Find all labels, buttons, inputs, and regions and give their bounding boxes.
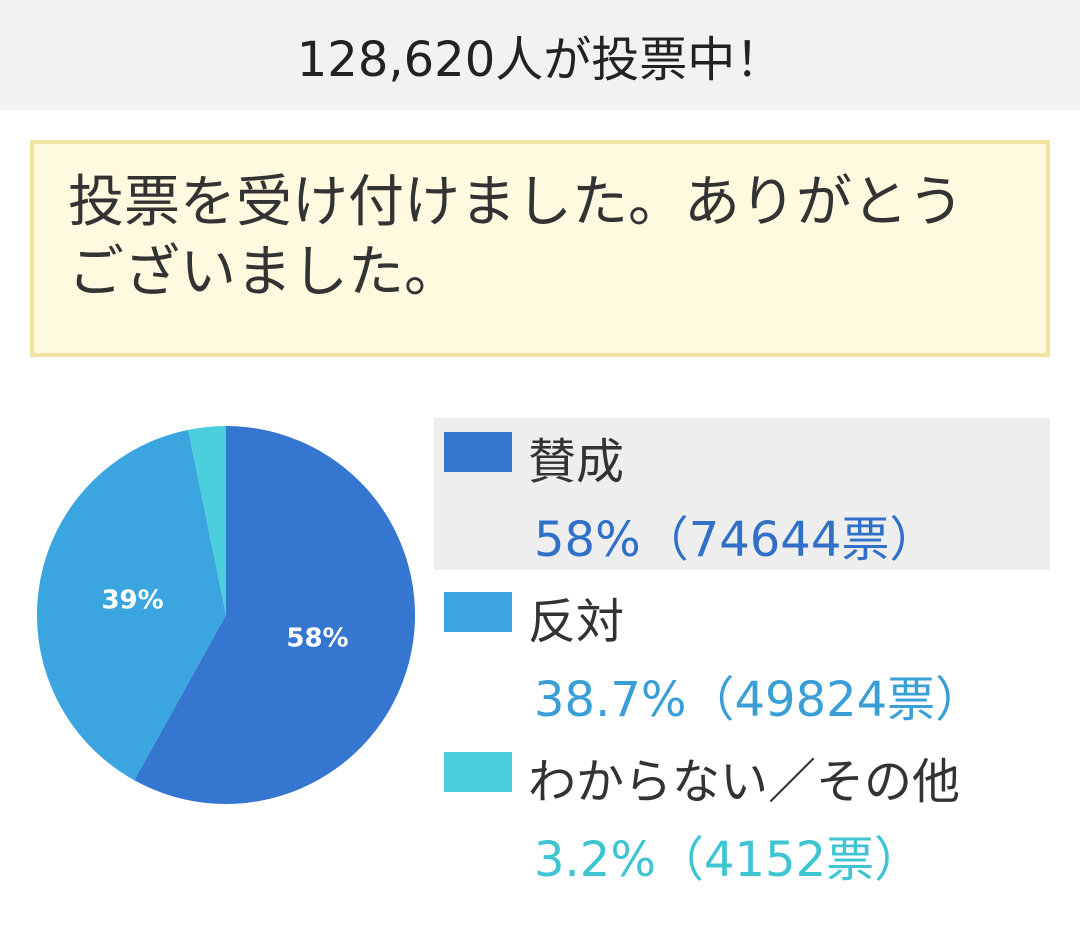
legend-label: 反対 <box>528 594 625 650</box>
legend-swatch <box>444 752 512 792</box>
thank-you-text: 投票を受け付けました。ありがとうございました。 <box>68 170 964 305</box>
legend-value: 38.7%（49824票） <box>534 672 984 728</box>
chart-legend: 賛成 58%（74644票） 反対 38.7%（49824票） わからない／その… <box>434 418 1050 888</box>
legend-value: 3.2%（4152票） <box>534 832 923 888</box>
thank-you-notice: 投票を受け付けました。ありがとうございました。 <box>30 140 1050 357</box>
pie-slice-label-0: 58% <box>286 624 348 654</box>
legend-swatch <box>444 592 512 632</box>
pie-slice-0 <box>134 426 415 804</box>
legend-label: わからない／その他 <box>528 754 961 810</box>
legend-value: 58%（74644票） <box>534 512 938 568</box>
vote-count-text: 128,620人が投票中！ <box>296 32 784 88</box>
pie-slice-2 <box>188 426 226 615</box>
legend-swatch <box>444 432 512 472</box>
legend-item-agree: 賛成 58%（74644票） <box>434 418 1050 570</box>
legend-item-other: わからない／その他 3.2%（4152票） <box>434 738 1050 888</box>
legend-item-disagree: 反対 38.7%（49824票） <box>434 578 1050 730</box>
vote-pie-chart: 58% 39% <box>37 426 415 804</box>
pie-slice-label-1: 39% <box>101 586 163 616</box>
pie-slice-1 <box>37 429 227 781</box>
legend-label: 賛成 <box>528 434 625 490</box>
vote-count-header: 128,620人が投票中！ <box>0 0 1080 110</box>
